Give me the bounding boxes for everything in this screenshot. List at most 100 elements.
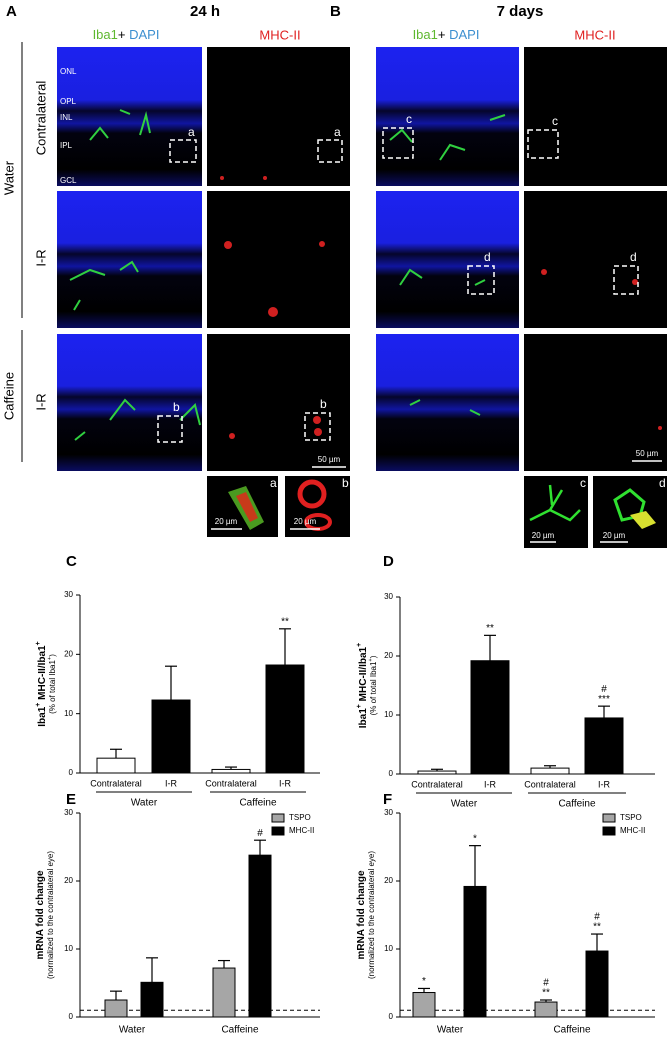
header: Iba1+ DAPI bbox=[413, 27, 480, 42]
significance-label: # bbox=[594, 912, 600, 923]
inset-cell bbox=[613, 488, 646, 522]
micrographs bbox=[57, 47, 667, 548]
legend-swatch bbox=[271, 826, 285, 836]
zoom-box bbox=[467, 265, 495, 295]
row-label: Contralateral bbox=[33, 81, 48, 156]
panel-letter: A bbox=[6, 3, 17, 20]
x-tick-label: Contralateral bbox=[90, 778, 142, 788]
bar bbox=[104, 999, 128, 1018]
inset-cell bbox=[630, 511, 656, 529]
y-label-part: + bbox=[35, 641, 42, 645]
y-axis-label: mRNA fold change bbox=[356, 870, 367, 960]
x-tick-label: Water bbox=[437, 1025, 464, 1036]
micrograph bbox=[207, 191, 350, 328]
micrograph bbox=[524, 191, 667, 328]
y-tick-label: 20 bbox=[64, 649, 73, 658]
x-tick-label: Caffeine bbox=[553, 1025, 591, 1036]
box-label: a bbox=[334, 125, 341, 139]
header-dapi: DAPI bbox=[129, 27, 159, 42]
panel-letter: B bbox=[330, 3, 341, 20]
layer-label: INL bbox=[60, 113, 73, 122]
box-label: d bbox=[630, 250, 637, 264]
y-tick-label: 0 bbox=[389, 1012, 394, 1021]
y-label-part: (% of total Iba1 bbox=[369, 661, 378, 715]
y-label-part: ) bbox=[369, 655, 378, 658]
box-label: c bbox=[552, 114, 558, 128]
zoom-box bbox=[317, 139, 343, 163]
bar bbox=[212, 967, 236, 1018]
bar bbox=[412, 992, 436, 1018]
y-axis-label: (normalized to the contralateral eye) bbox=[46, 851, 55, 979]
scale-label: 20 µm bbox=[294, 517, 317, 526]
bar bbox=[584, 717, 624, 775]
panel-letter: E bbox=[66, 791, 76, 808]
bar bbox=[417, 770, 457, 775]
panel-letter: F bbox=[383, 791, 392, 808]
row-label: Caffeine bbox=[1, 372, 16, 420]
bar bbox=[248, 854, 272, 1018]
y-label-part: (normalized to the contralateral eye) bbox=[46, 851, 55, 979]
scale-label: 50 µm bbox=[636, 449, 659, 458]
x-tick-label: Water bbox=[119, 1025, 146, 1036]
bar bbox=[211, 768, 251, 774]
micrograph bbox=[207, 334, 350, 471]
header-dapi: DAPI bbox=[449, 27, 479, 42]
y-label-part: mRNA fold change bbox=[356, 870, 367, 960]
bar bbox=[140, 981, 164, 1018]
layer-label: OPL bbox=[60, 97, 77, 106]
header: Iba1+ DAPI bbox=[93, 27, 160, 42]
box-label: b bbox=[320, 397, 327, 411]
inset-cell bbox=[297, 479, 327, 509]
bar bbox=[265, 664, 305, 774]
y-label-part: + bbox=[356, 704, 363, 708]
bar bbox=[534, 1001, 558, 1018]
panel-title: 24 h bbox=[190, 3, 220, 20]
x-tick-label: Contralateral bbox=[524, 779, 576, 789]
legend-label: TSPO bbox=[289, 813, 311, 822]
significance-label: * bbox=[473, 833, 477, 844]
micrograph bbox=[376, 191, 519, 328]
group-label: Water bbox=[131, 798, 158, 809]
zoom-box bbox=[527, 129, 559, 159]
box-label: b bbox=[173, 400, 180, 414]
legend-label: MHC-II bbox=[620, 826, 645, 835]
header-plus: + bbox=[438, 27, 446, 42]
y-tick-label: 0 bbox=[389, 769, 394, 778]
micrograph bbox=[524, 334, 667, 471]
y-label-part: (normalized to the contralateral eye) bbox=[367, 851, 376, 979]
scale-label: 20 µm bbox=[532, 531, 555, 540]
group-label: Caffeine bbox=[239, 798, 277, 809]
layer-label: ONL bbox=[60, 67, 77, 76]
scale-label: 20 µm bbox=[603, 531, 626, 540]
y-axis-label: (normalized to the contralateral eye) bbox=[367, 851, 376, 979]
header-iba1: Iba1 bbox=[413, 27, 438, 42]
box-label: d bbox=[484, 250, 491, 264]
y-axis-label: Iba1+ MHC-II/Iba1+ bbox=[35, 641, 47, 726]
inset bbox=[593, 476, 667, 548]
y-label-part: + bbox=[368, 658, 374, 661]
inset-cell bbox=[529, 484, 581, 522]
bar bbox=[470, 660, 510, 775]
y-label-part: (% of total Iba1 bbox=[48, 660, 57, 714]
y-tick-label: 30 bbox=[64, 808, 73, 817]
bar bbox=[96, 757, 136, 774]
y-tick-label: 20 bbox=[384, 876, 393, 885]
zoom-box bbox=[382, 127, 414, 159]
group-label: Caffeine bbox=[558, 799, 596, 810]
micrograph bbox=[207, 47, 350, 186]
y-tick-label: 0 bbox=[69, 768, 74, 777]
x-tick-label: I-R bbox=[279, 778, 291, 788]
micrograph bbox=[376, 334, 519, 471]
panel-letter: D bbox=[383, 553, 394, 570]
zoom-box bbox=[304, 412, 331, 441]
significance-label: ** bbox=[542, 988, 550, 999]
y-axis-label: Iba1+ MHC-II/Iba1+ bbox=[356, 643, 368, 728]
inset-label: a bbox=[270, 476, 277, 490]
y-tick-label: 30 bbox=[384, 592, 393, 601]
layer-label: IPL bbox=[60, 141, 73, 150]
bar bbox=[530, 767, 570, 775]
scale-label: 50 µm bbox=[318, 455, 341, 464]
zoom-box bbox=[157, 415, 183, 443]
y-label-part: ) bbox=[48, 654, 57, 657]
micrograph bbox=[57, 191, 202, 328]
